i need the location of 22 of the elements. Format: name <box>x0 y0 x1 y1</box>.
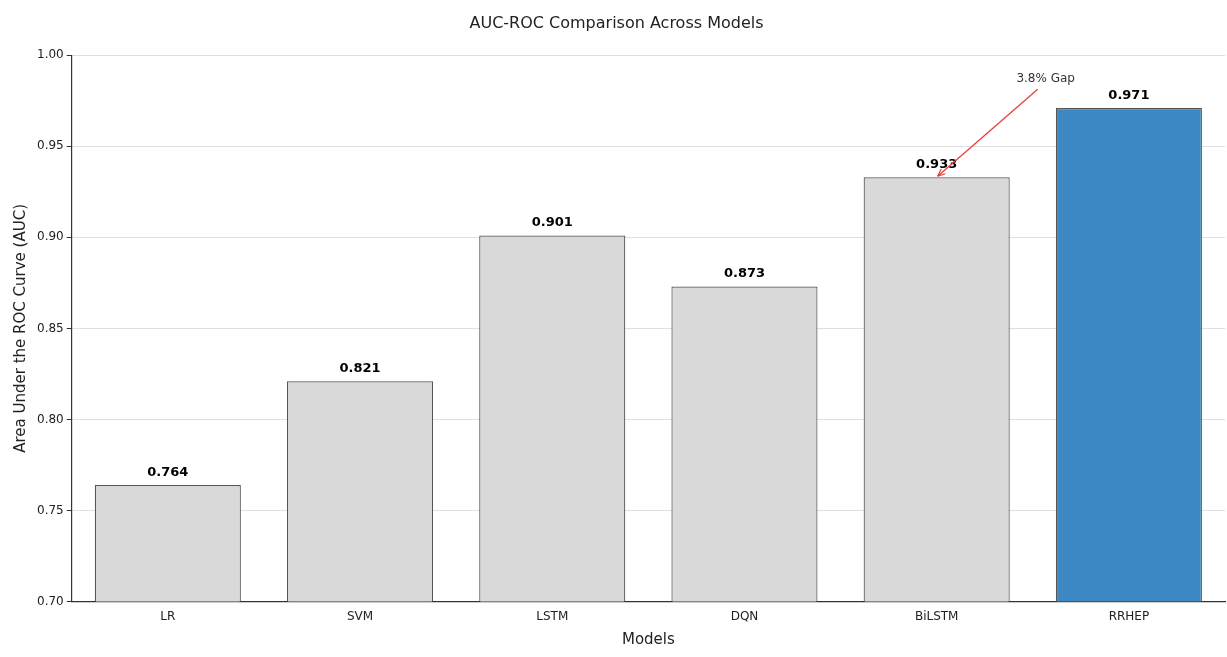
y-axis-title: Area Under the ROC Curve (AUC) <box>10 204 29 453</box>
y-tick-label: 0.90 <box>37 229 64 244</box>
y-tick-label: 0.85 <box>37 320 64 335</box>
y-tick-label: 0.80 <box>37 411 64 426</box>
y-tick-label: 0.70 <box>37 593 64 608</box>
data-label: 0.764 <box>147 463 189 479</box>
data-label: 0.971 <box>1108 86 1150 102</box>
data-label: 0.821 <box>339 360 381 376</box>
x-tick-label: DQN <box>730 608 759 623</box>
x-tick-label: SVM <box>346 608 374 623</box>
x-tick-label: LR <box>160 608 176 623</box>
data-label: 0.873 <box>723 265 766 281</box>
y-tick-label: 0.75 <box>37 502 64 517</box>
annotation: 3.8% Gap <box>1016 71 1075 86</box>
x-axis-title: Models <box>621 629 675 648</box>
y-tick-label: 0.95 <box>37 138 64 153</box>
x-tick-label: BiLSTM <box>914 608 959 623</box>
chart-title: AUC-ROC Comparison Across Models <box>469 12 764 32</box>
data-label: 0.901 <box>531 214 573 230</box>
x-tick-label: RRHEP <box>1108 608 1150 623</box>
y-tick-label: 1.00 <box>37 47 64 62</box>
x-tick-label: LSTM <box>536 608 569 623</box>
